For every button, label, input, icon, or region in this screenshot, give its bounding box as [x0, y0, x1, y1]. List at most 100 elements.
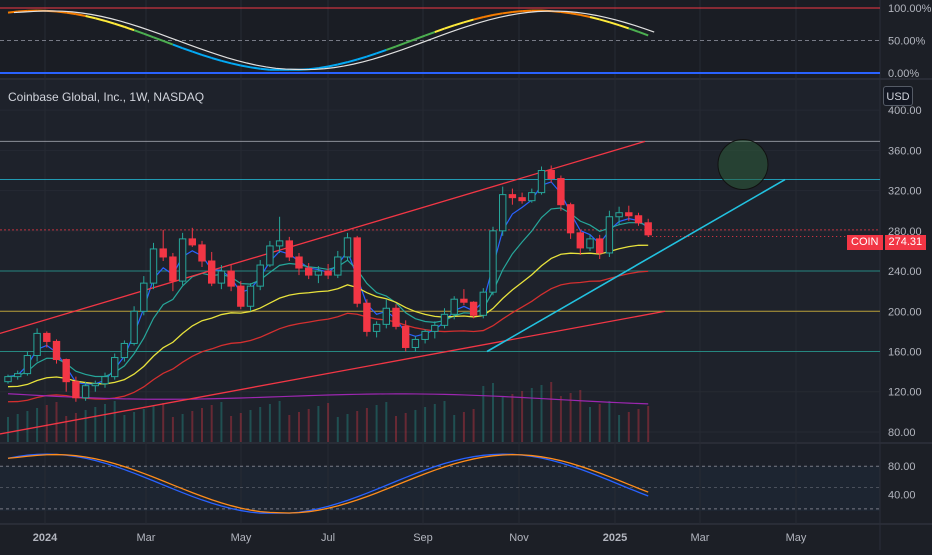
volume-bar — [327, 403, 329, 442]
candle-body — [538, 171, 544, 193]
candle-body — [247, 286, 253, 306]
candle-body — [218, 271, 224, 283]
volume-bar — [628, 412, 630, 442]
candle-body — [15, 374, 21, 377]
volume-bar — [414, 410, 416, 442]
candle-body — [373, 324, 379, 331]
y-tick-label: 120.00 — [888, 387, 922, 399]
candle-body — [470, 302, 476, 315]
volume-bar — [153, 406, 155, 442]
volume-bar — [482, 386, 484, 442]
candle-body — [529, 193, 535, 201]
currency-button[interactable]: USD — [883, 86, 913, 106]
target-circle — [718, 139, 768, 189]
volume-bar — [191, 411, 193, 442]
volume-bar — [347, 414, 349, 442]
volume-bar — [46, 405, 48, 442]
volume-bar — [463, 412, 465, 442]
candle-body — [364, 303, 370, 331]
candle-body — [645, 223, 651, 235]
volume-bar — [589, 407, 591, 442]
volume-bar — [230, 416, 232, 442]
x-tick-label: May — [786, 532, 807, 544]
candle-body — [150, 249, 156, 283]
volume-bar — [647, 406, 649, 442]
candle-body — [451, 299, 457, 314]
candle-body — [325, 271, 331, 275]
candle-body — [461, 299, 467, 302]
candle-body — [354, 238, 360, 303]
volume-bar — [75, 413, 77, 442]
volume-bar — [550, 382, 552, 442]
candle-body — [296, 257, 302, 268]
candle-body — [558, 179, 564, 205]
volume-bar — [492, 383, 494, 442]
volume-bar — [17, 414, 19, 442]
volume-bar — [579, 390, 581, 442]
candle — [24, 352, 30, 376]
volume-bar — [366, 408, 368, 442]
osc-y-tick-label: 100.00% — [888, 3, 932, 15]
y-tick-label: 240.00 — [888, 266, 922, 278]
volume-bar — [502, 397, 504, 442]
volume-bar — [356, 411, 358, 442]
volume-bar — [104, 404, 106, 442]
candle-body — [112, 358, 118, 377]
y-tick-label: 160.00 — [888, 347, 922, 359]
y-tick-label: 80.00 — [888, 427, 916, 439]
osc-main-segment — [251, 67, 261, 68]
volume-bar — [608, 401, 610, 442]
volume-bar — [444, 401, 446, 442]
volume-bar — [65, 416, 67, 442]
candle-body — [509, 195, 515, 198]
candle — [470, 301, 476, 318]
volume-bar — [85, 410, 87, 442]
candle — [286, 237, 292, 261]
candle — [179, 233, 185, 285]
osc-main-segment — [512, 11, 522, 12]
volume-bar — [541, 385, 543, 442]
candle-body — [500, 195, 506, 231]
osc-main-segment — [260, 69, 270, 70]
candle — [606, 211, 612, 257]
volume-bar — [182, 414, 184, 442]
candle-body — [548, 171, 554, 179]
volume-bar — [405, 413, 407, 442]
volume-bar — [279, 401, 281, 442]
volume-bar — [376, 405, 378, 442]
candle — [393, 304, 399, 329]
candle-body — [238, 286, 244, 306]
price-tag-value: 274.31 — [885, 235, 927, 250]
candle-body — [34, 333, 40, 355]
candle-body — [403, 326, 409, 347]
y-tick-label: 320.00 — [888, 186, 922, 198]
volume-bar — [618, 415, 620, 442]
osc-y-tick-label: 50.00% — [888, 36, 926, 48]
candle — [112, 354, 118, 380]
y-tick-label: 200.00 — [888, 306, 922, 318]
volume-bar — [531, 388, 533, 442]
x-tick-label: Sep — [413, 532, 433, 544]
volume-bar — [7, 417, 9, 442]
candle-body — [228, 271, 234, 286]
candle — [480, 288, 486, 318]
candle-body — [597, 239, 603, 253]
candle-body — [519, 198, 525, 201]
candle-body — [383, 308, 389, 324]
candle-body — [199, 245, 205, 261]
candle — [490, 227, 496, 295]
volume-bar — [201, 408, 203, 442]
volume-bar — [133, 412, 135, 442]
volume-bar — [560, 396, 562, 442]
candle-body — [315, 271, 321, 275]
stoch-y-tick-label: 40.00 — [888, 490, 916, 502]
candle-body — [441, 314, 447, 325]
candle-body — [170, 257, 176, 281]
candle-body — [577, 233, 583, 248]
candle-body — [257, 265, 263, 286]
volume-bar — [395, 416, 397, 442]
candle-body — [344, 238, 350, 257]
price-tag-symbol: COIN — [847, 235, 883, 250]
